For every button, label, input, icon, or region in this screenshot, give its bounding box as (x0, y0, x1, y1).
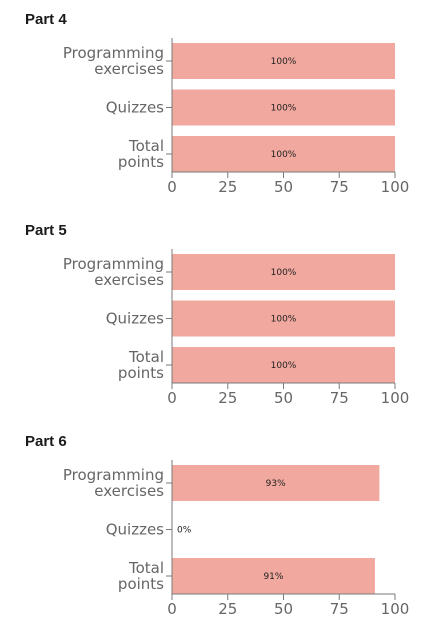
bar-chart-part-4: Programming exercises 100% Quizzes 100% Total… (63, 38, 410, 196)
bar (172, 300, 395, 337)
bar (172, 89, 395, 126)
data-label: 100% (271, 361, 297, 371)
data-label: 100% (271, 57, 297, 67)
x-tick-label: 0 (167, 600, 177, 618)
data-label: 93% (266, 479, 286, 489)
bar (172, 136, 395, 172)
bar-chart-part-5: Programming exercises 100% Quizzes 100% Total… (63, 249, 410, 407)
category-label: Total points (118, 559, 164, 593)
category-label: Programming exercises (63, 466, 164, 500)
bar (172, 465, 380, 501)
x-tick-label: 25 (218, 389, 237, 407)
x-tick-label: 100 (381, 389, 410, 407)
x-tick-label: 50 (274, 389, 293, 407)
category-label: Total points (118, 137, 164, 171)
x-tick-label: 75 (330, 600, 349, 618)
data-label: 0% (177, 526, 192, 536)
bar (172, 43, 395, 79)
chart-title-part-6: Part 6 (25, 433, 67, 450)
category-label: Quizzes (106, 310, 164, 328)
chart-title-part-4: Part 4 (25, 11, 67, 28)
bar-chart-part-6: Programming exercises 93% Quizzes 0% Total poi… (63, 460, 410, 618)
data-label: 100% (271, 315, 297, 325)
x-tick-label: 100 (381, 178, 410, 196)
data-label: 100% (271, 150, 297, 160)
x-tick-label: 50 (274, 600, 293, 618)
category-label: Quizzes (106, 521, 164, 539)
x-tick-label: 25 (218, 178, 237, 196)
category-label: Total points (118, 348, 164, 382)
data-label: 100% (271, 268, 297, 278)
bar (172, 254, 395, 290)
x-tick-label: 50 (274, 178, 293, 196)
category-label: Programming exercises (63, 255, 164, 289)
category-label: Quizzes (106, 99, 164, 117)
x-tick-label: 0 (167, 389, 177, 407)
category-label: Programming exercises (63, 44, 164, 78)
chart-title-part-5: Part 5 (25, 222, 67, 239)
bar (172, 347, 395, 383)
x-tick-label: 100 (381, 600, 410, 618)
data-label: 100% (271, 104, 297, 114)
x-tick-label: 75 (330, 178, 349, 196)
x-tick-label: 75 (330, 389, 349, 407)
data-label: 91% (263, 572, 283, 582)
x-tick-label: 25 (218, 600, 237, 618)
bar (172, 558, 375, 594)
x-tick-label: 0 (167, 178, 177, 196)
